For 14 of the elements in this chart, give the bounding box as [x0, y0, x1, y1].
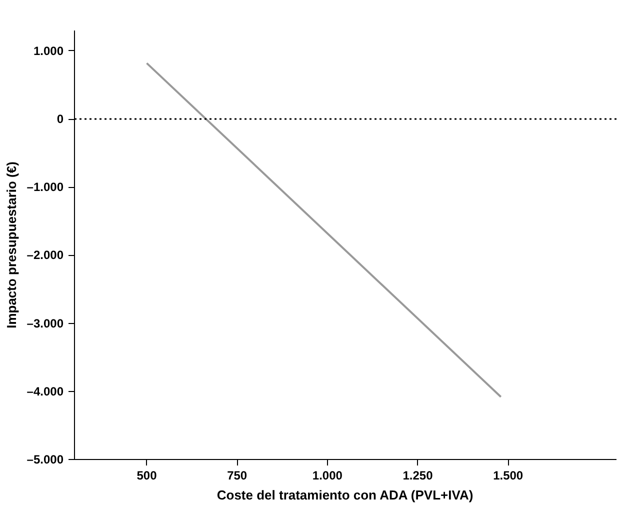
x-tick-label: 1.500: [493, 468, 524, 482]
y-tick-label: –3.000: [26, 316, 64, 330]
x-tick-label: 750: [227, 468, 248, 482]
y-tick-label: –4.000: [26, 384, 64, 398]
y-tick-label: 0: [56, 112, 64, 126]
y-tick-label: 1.000: [33, 44, 64, 58]
y-tick-label: –2.000: [26, 248, 64, 262]
x-tick-label: 1.000: [312, 468, 343, 482]
y-tick-label: –1.000: [26, 180, 64, 194]
x-tick-label: 1.250: [402, 468, 434, 482]
x-axis-title: Coste del tratamiento con ADA (PVL+IVA): [216, 488, 474, 502]
y-tick-label: –5.000: [26, 452, 64, 466]
x-tick-label: 500: [136, 468, 158, 482]
y-axis-title: Impacto presupuestario (€): [4, 162, 19, 328]
